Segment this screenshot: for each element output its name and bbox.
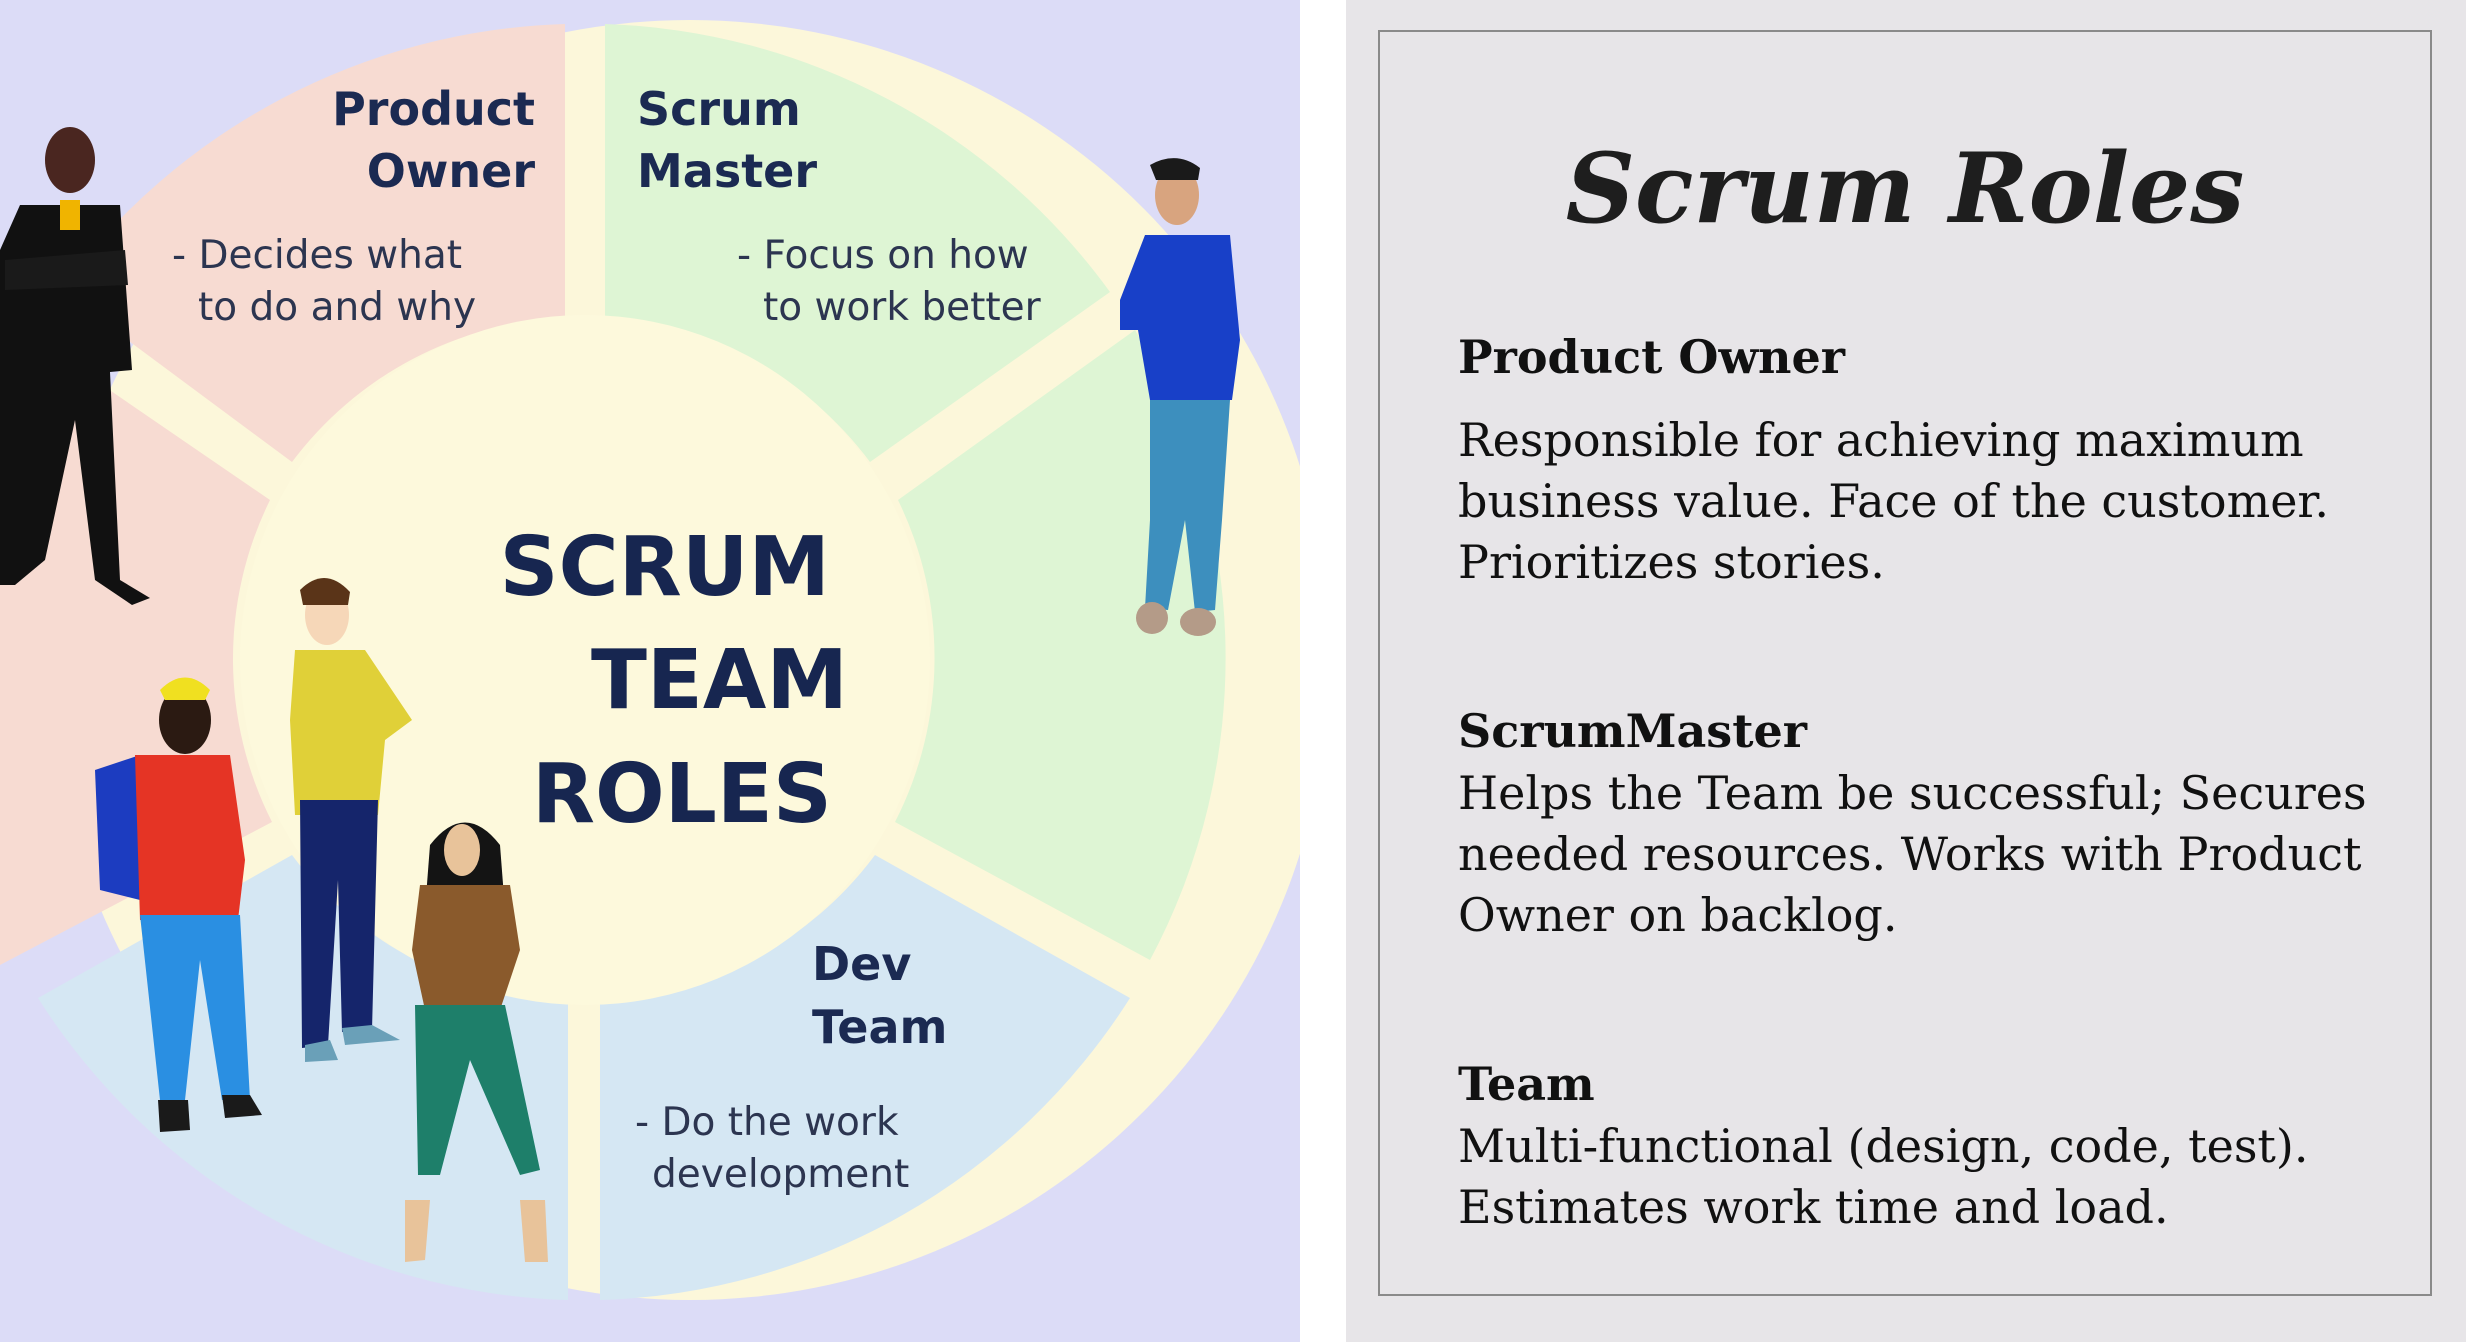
scrum-master-desc-2: to work better [763, 285, 1042, 330]
role-desc-scrummaster: Helps the Team be successful; Secures ne… [1458, 763, 2388, 946]
scrum-roles-diagram: SCRUM TEAM ROLES Product Owner - Decides… [0, 0, 1300, 1342]
person-backpack-illustration [95, 677, 262, 1132]
person-woman-illustration [405, 822, 548, 1262]
role-desc-line: Helps the Team be successful; Secures [1458, 766, 2367, 820]
role-desc-line: needed resources. Works with Product [1458, 827, 2362, 881]
roles-card: Scrum Roles Product Owner Responsible fo… [1378, 30, 2432, 1296]
role-heading-scrummaster: ScrumMaster [1458, 704, 1807, 758]
role-desc-line: Estimates work time and load. [1458, 1180, 2169, 1234]
center-circle [240, 315, 930, 1005]
role-desc-line: Prioritizes stories. [1458, 535, 1885, 589]
dev-team-title-1: Dev [812, 937, 911, 991]
role-desc-team: Multi-functional (design, code, test). E… [1458, 1116, 2388, 1238]
diagram-canvas: SCRUM TEAM ROLES Product Owner - Decides… [0, 20, 1300, 1300]
center-line-3: ROLES [532, 747, 832, 842]
center-line-2: TEAM [591, 633, 848, 728]
dev-team-title-2: Team [812, 1000, 947, 1054]
segment-dev-team [600, 855, 1130, 1300]
segment-scrum-master-lower [895, 330, 1226, 960]
card-title: Scrum Roles [1565, 132, 2245, 245]
role-desc-line: Multi-functional (design, code, test). [1458, 1119, 2309, 1173]
product-owner-desc-1: - Decides what [172, 233, 462, 278]
dev-team-desc-2: development [652, 1152, 909, 1197]
role-heading-team: Team [1458, 1057, 1595, 1111]
scrum-master-desc-1: - Focus on how [737, 233, 1029, 278]
product-owner-title-1: Product [332, 82, 535, 136]
product-owner-desc-2: to do and why [198, 285, 476, 330]
role-desc-line: Responsible for achieving maximum [1458, 413, 2304, 467]
person-product-owner-illustration [0, 127, 150, 605]
product-owner-title-2: Owner [367, 144, 536, 198]
segment-product-owner [60, 24, 565, 462]
person-scrum-master-illustration [1120, 158, 1240, 636]
scrum-master-title-1: Scrum [637, 82, 801, 136]
person-yellow-shirt-illustration [290, 577, 412, 1062]
segment-scrum-master [605, 24, 1110, 462]
dev-team-desc-1: - Do the work [635, 1100, 899, 1145]
center-line-1: SCRUM [499, 520, 830, 615]
role-desc-product-owner: Responsible for achieving maximum busine… [1458, 410, 2388, 593]
role-heading-product-owner: Product Owner [1458, 330, 1846, 384]
scrum-master-title-2: Master [637, 144, 817, 198]
role-desc-line: Owner on backlog. [1458, 888, 1898, 942]
roles-panel: Scrum Roles Product Owner Responsible fo… [1346, 0, 2466, 1342]
role-desc-line: business value. Face of the customer. [1458, 474, 2329, 528]
